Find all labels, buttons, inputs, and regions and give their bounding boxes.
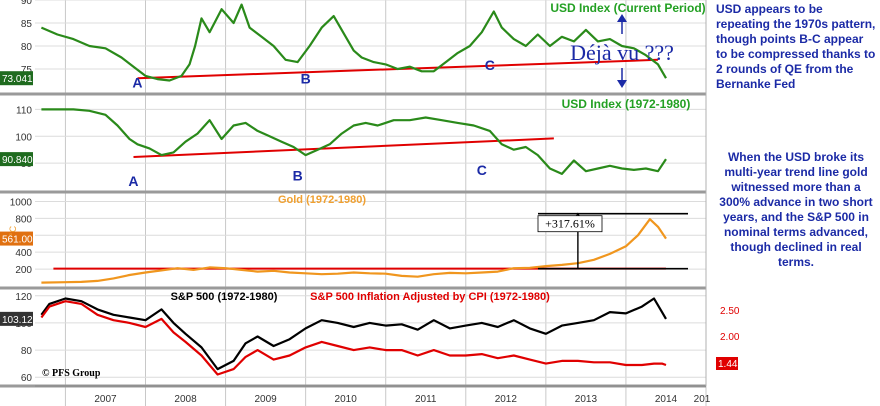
y-tick-label: 800 [15, 214, 32, 225]
last-value-badge [0, 311, 33, 326]
annotation-box [537, 215, 603, 233]
y-tick-label: 90 [21, 0, 33, 7]
point-label: B [293, 168, 303, 184]
last-value-badge [0, 71, 33, 86]
last-value-badge-secondary [716, 357, 738, 370]
last-value-label: 103.12 [2, 315, 33, 326]
series-line-secondary [40, 300, 667, 376]
x-tick-label: 2013 [575, 394, 598, 405]
x-tick-label: 2014 [655, 394, 678, 405]
x-tick-label: 201 [694, 394, 711, 405]
y-tick-label: 1000 [10, 197, 33, 208]
panel-title: S&P 500 (1972-1980) [171, 291, 278, 303]
y-tick-label: 85 [21, 19, 33, 30]
panel-title-secondary: S&P 500 Inflation Adjusted by CPI (1972-… [310, 291, 550, 303]
series-line-primary [41, 218, 667, 284]
y-tick-label: 200 [15, 265, 32, 276]
copyright-label: © PFS Group [42, 368, 101, 379]
y-tick-label: 75 [21, 65, 33, 76]
commentary-top: USD appears to be repeating the 1970s pa… [716, 2, 876, 91]
y-tick-label: 120 [15, 292, 32, 303]
y-tick-label: 100 [15, 132, 32, 143]
point-label: C [485, 57, 495, 73]
panel-title: Gold (1972-1980) [278, 194, 366, 206]
y-tick-label: 80 [21, 346, 33, 357]
point-label: B [301, 71, 311, 87]
last-value-badge [0, 152, 33, 167]
series-line-primary [40, 3, 667, 82]
x-tick-label: 2012 [495, 394, 518, 405]
x-tick-label: 2007 [94, 394, 117, 405]
series-line-primary [41, 108, 667, 175]
y-tick-label: 400 [15, 248, 32, 259]
point-label: A [128, 173, 138, 189]
panel-title: USD Index (1972-1980) [562, 97, 691, 111]
last-value-badge [0, 231, 33, 246]
x-tick-label: 2009 [254, 394, 277, 405]
point-label: A [132, 74, 142, 90]
deja-vu-arrow-up-head [617, 14, 627, 22]
last-value-label: 90.840 [2, 155, 33, 166]
last-value-label: 73.041 [2, 74, 33, 85]
x-tick-label: 2010 [335, 394, 358, 405]
last-value-label-secondary: 1.44 [718, 359, 738, 370]
commentary-bottom: When the USD broke its multi-year trend … [719, 150, 873, 269]
annotation-label: +317.61% [545, 217, 595, 231]
y-axis-label: °C [8, 225, 18, 236]
point-label: C [477, 162, 487, 178]
y2-tick-label: 2.00 [720, 332, 740, 343]
panel-title: USD Index (Current Period) [550, 1, 705, 15]
x-tick-label: 2011 [415, 394, 437, 405]
deja-vu-arrow-down-head [617, 80, 627, 88]
series-line-primary [40, 297, 667, 371]
last-value-label: 561.00 [2, 235, 33, 246]
trendline [133, 137, 554, 158]
y-tick-label: 60 [21, 373, 33, 384]
y2-tick-label: 2.50 [720, 306, 740, 317]
deja-vu-callout: Déjà vu ??? [570, 40, 674, 65]
y-tick-label: 110 [16, 105, 32, 116]
x-tick-label: 2008 [174, 394, 197, 405]
y-tick-label: 80 [21, 42, 33, 53]
